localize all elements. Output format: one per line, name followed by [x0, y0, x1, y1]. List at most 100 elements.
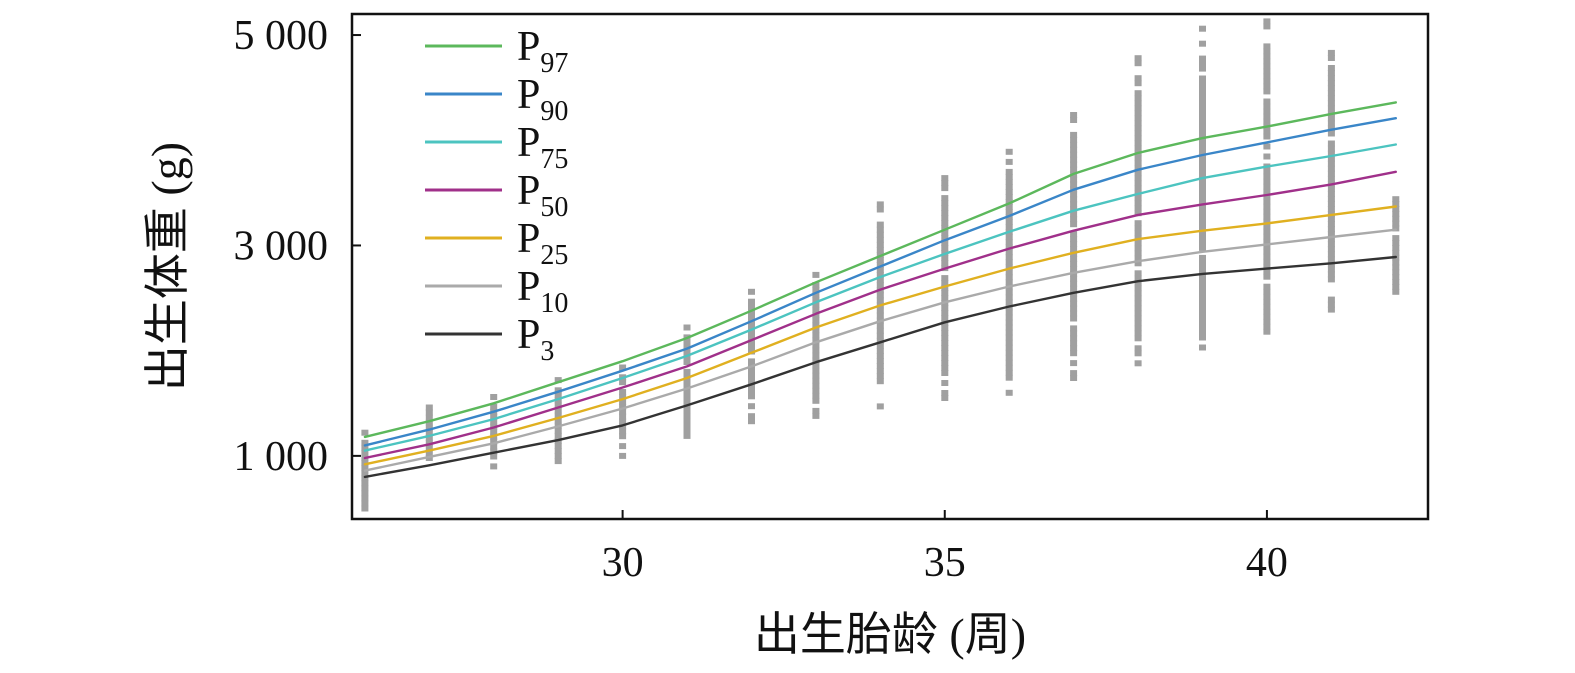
scatter-point	[361, 449, 369, 456]
scatter-point	[1327, 140, 1335, 147]
scatter-point	[812, 287, 820, 293]
scatter-point	[361, 465, 369, 472]
legend-item-p90: P90	[425, 72, 568, 127]
scatter-point	[1134, 335, 1142, 342]
scatter-point	[683, 378, 691, 385]
scatter-point	[1070, 136, 1078, 143]
scatter-point	[1134, 245, 1142, 252]
legend-item-p75: P75	[425, 120, 568, 175]
scatter-point	[1392, 220, 1400, 227]
scatter-point	[941, 240, 949, 247]
scatter-point	[1134, 360, 1142, 367]
scatter-point	[876, 307, 884, 314]
scatter-point	[748, 383, 755, 390]
scatter-point	[941, 275, 949, 282]
scatter-point	[1199, 125, 1206, 132]
scatter-point	[1263, 308, 1271, 315]
scatter-point	[554, 442, 562, 449]
scatter-point	[1199, 85, 1206, 92]
scatter-point	[1392, 249, 1400, 256]
scatter-point	[1199, 115, 1206, 122]
legend-label: P90	[517, 72, 568, 127]
scatter-point	[1327, 160, 1335, 167]
scatter-point	[1327, 236, 1335, 243]
legend-item-p3: P3	[425, 312, 554, 367]
scatter-point	[1070, 260, 1078, 267]
scatter-point	[1263, 223, 1271, 230]
scatter-point	[941, 195, 949, 202]
scatter-point	[1005, 178, 1013, 185]
scatter-point	[1199, 220, 1206, 226]
scatter-point	[490, 453, 498, 460]
scatter-point	[1392, 205, 1400, 212]
scatter-point	[1070, 141, 1078, 148]
scatter-point	[876, 378, 884, 385]
scatter-point	[1392, 274, 1400, 281]
scatter-point	[1134, 135, 1142, 142]
scatter-point	[748, 298, 755, 305]
scatter-point	[683, 398, 691, 405]
scatter-point	[876, 327, 884, 334]
scatter-point	[361, 505, 369, 512]
scatter-point	[1327, 65, 1335, 71]
scatter-point	[1199, 55, 1206, 62]
scatter-point	[683, 393, 691, 400]
scatter-point	[876, 246, 884, 253]
scatter-point	[1263, 133, 1271, 140]
scatter-point	[748, 418, 755, 425]
scatter-point	[619, 403, 627, 410]
scatter-point	[1134, 195, 1142, 202]
scatter-point	[1263, 88, 1271, 95]
scatter-point	[1199, 40, 1206, 47]
scatter-point	[1070, 285, 1078, 292]
scatter-point	[425, 439, 433, 446]
scatter-point	[1005, 189, 1013, 195]
scatter-point	[490, 443, 498, 450]
series-line-p10	[363, 228, 1398, 472]
scatter-point	[1005, 173, 1013, 180]
scatter-point	[619, 418, 627, 425]
scatter-point	[683, 324, 691, 331]
scatter-point	[1005, 194, 1013, 200]
scatter-point	[1005, 158, 1013, 165]
scatter-point	[425, 444, 433, 451]
scatter-point	[1263, 153, 1271, 160]
scatter-point	[619, 389, 627, 395]
scatter-point	[812, 367, 820, 374]
scatter-point	[1327, 49, 1335, 56]
y-tick-label: 5 000	[234, 13, 329, 59]
scatter-point	[490, 394, 498, 400]
scatter-point	[1070, 375, 1078, 381]
scatter-point	[1263, 258, 1271, 265]
scatter-point	[876, 236, 884, 243]
scatter-point	[941, 395, 949, 401]
scatter-point	[876, 277, 884, 284]
scatter-point	[1199, 244, 1206, 251]
scatter-point	[1199, 145, 1206, 152]
scatter-point	[361, 444, 369, 451]
scatter-point	[1070, 295, 1078, 302]
scatter-point	[941, 180, 949, 187]
scatter-point	[425, 404, 433, 411]
scatter-point	[554, 392, 562, 399]
scatter-point	[1070, 340, 1078, 347]
scatter-point	[1005, 254, 1013, 261]
scatter-point	[1199, 90, 1206, 97]
scatter-point	[1199, 329, 1206, 336]
scatter-point	[1199, 110, 1206, 117]
scatter-point	[1199, 274, 1206, 281]
scatter-point	[619, 394, 627, 400]
scatter-point	[812, 297, 820, 304]
scatter-point	[361, 495, 369, 502]
scatter-point	[1005, 359, 1013, 366]
scatter-point	[361, 500, 369, 507]
scatter-point	[1070, 275, 1078, 282]
scatter-point	[1263, 313, 1271, 320]
scatter-point	[1005, 244, 1013, 251]
scatter-point	[1199, 180, 1206, 187]
scatter-point	[812, 407, 820, 414]
scatter-point	[1199, 304, 1206, 311]
scatter-point	[1263, 183, 1271, 190]
scatter-point	[812, 412, 820, 419]
